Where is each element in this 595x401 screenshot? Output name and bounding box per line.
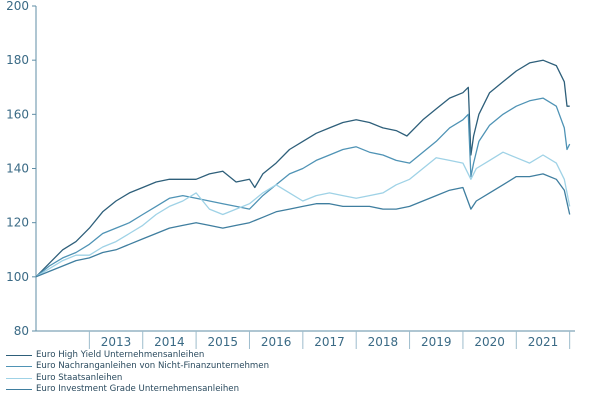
x-tick-label: 2021 bbox=[528, 335, 559, 349]
series-line-1 bbox=[35, 59, 570, 278]
y-tick-label: 180 bbox=[6, 53, 29, 67]
y-tick-label: 200 bbox=[6, 0, 29, 13]
series-line-3 bbox=[35, 151, 571, 278]
x-tick-label: 2015 bbox=[208, 335, 239, 349]
y-tick-label: 120 bbox=[6, 216, 29, 230]
x-tick-label: 2014 bbox=[154, 335, 185, 349]
series-line-4 bbox=[35, 173, 571, 278]
y-tick-label: 160 bbox=[6, 107, 29, 121]
x-tick-label: 2017 bbox=[314, 335, 345, 349]
legend-swatch bbox=[6, 366, 32, 368]
legend-label: Euro Staatsanleihen bbox=[36, 372, 123, 383]
legend-item: Euro Nachranganleihen von Nicht-Finanzun… bbox=[6, 361, 446, 372]
legend-item: Euro High Yield Unternehmensanleihen bbox=[6, 350, 446, 361]
legend-label: Euro Nachranganleihen von Nicht-Finanzun… bbox=[36, 361, 270, 372]
y-tick-label: 140 bbox=[6, 162, 29, 176]
legend-swatch bbox=[6, 355, 32, 357]
legend-label: Euro High Yield Unternehmensanleihen bbox=[36, 350, 205, 360]
legend-item: Euro Staatsanleihen bbox=[6, 373, 446, 384]
x-tick-label: 2013 bbox=[101, 335, 132, 349]
x-tick-label: 2019 bbox=[421, 335, 452, 349]
x-tick-label: 2016 bbox=[261, 335, 292, 349]
y-tick-label: 80 bbox=[14, 324, 29, 338]
series-line-2 bbox=[35, 97, 571, 278]
plot-area: 80 100 120 140 160 180 200 2013 2014 2015 2016 2017… bbox=[6, 0, 575, 349]
legend: Euro High Yield Unternehmensanleihen Euro… bbox=[6, 350, 446, 395]
legend-swatch bbox=[6, 377, 32, 379]
legend-label: Euro Investment Grade Unternehmensanleih… bbox=[36, 383, 240, 394]
legend-swatch bbox=[6, 389, 32, 391]
y-tick-label: 100 bbox=[6, 270, 29, 284]
x-tick-label: 2020 bbox=[474, 335, 505, 349]
x-tick-label: 2018 bbox=[368, 335, 399, 349]
legend-item: Euro Investment Grade Unternehmensanleih… bbox=[6, 384, 446, 395]
